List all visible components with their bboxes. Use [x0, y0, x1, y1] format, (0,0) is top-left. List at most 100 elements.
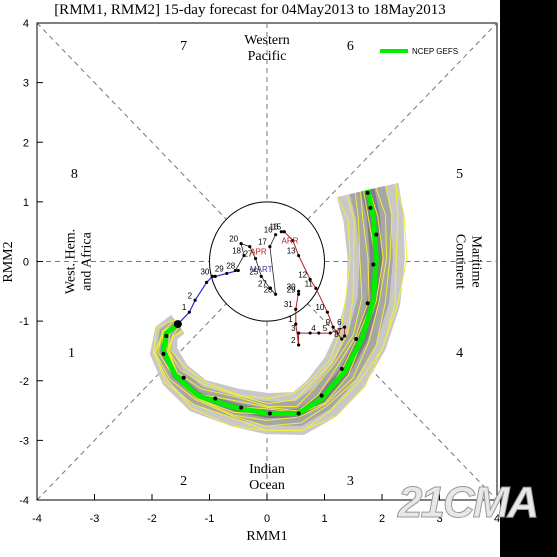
observed-day-label: 18	[232, 247, 241, 256]
diagonal-divider-nw	[36, 22, 228, 221]
observed-day-label: 11	[305, 279, 314, 288]
x-tick-label: 4	[494, 513, 500, 525]
chart-title: [RMM1, RMM2] 15-day forecast for 04May20…	[54, 2, 446, 18]
annotations: ARR APR MART	[250, 237, 299, 275]
observed-day-label: 20	[229, 235, 238, 244]
observed-day-point	[294, 307, 298, 311]
forecast-day-point	[319, 393, 324, 398]
forecast-day-point	[181, 375, 186, 380]
observed-day-label: 8	[334, 330, 339, 339]
x-tick-label: 3	[436, 513, 442, 525]
observed-day-point	[205, 280, 209, 284]
ensemble-member-line	[167, 192, 363, 408]
forecast-day-point	[339, 366, 344, 371]
y-tick-label: -3	[19, 435, 29, 447]
observed-day-label: 9	[326, 318, 331, 327]
observed-day-label: 30	[287, 282, 296, 291]
observed-day-point	[213, 274, 217, 279]
observed-day-point	[239, 242, 243, 246]
phase-label-8: 8	[71, 167, 78, 182]
ensemble-member-line	[152, 183, 408, 431]
observed-day-point	[233, 268, 237, 273]
forecast-day-point	[365, 190, 370, 195]
y-tick-label: 2	[23, 137, 29, 149]
observed-day-label: 17	[258, 238, 267, 247]
x-tick-label: -1	[205, 513, 215, 525]
ensemble-member-line	[167, 194, 355, 405]
phase-label-6: 6	[347, 39, 354, 54]
y-axis-label: RMM2	[1, 241, 16, 282]
observed-day-label: 27	[244, 250, 253, 259]
observed-day-point	[279, 230, 283, 234]
observed-day-point	[210, 274, 214, 279]
observed-day-label: 12	[298, 270, 307, 279]
observed-day-label: 16	[269, 223, 278, 232]
observed-day-label: 31	[284, 300, 293, 309]
observed-day-point	[274, 292, 278, 296]
observed-line-red	[281, 231, 346, 346]
diagonal-divider-ne	[306, 22, 498, 221]
observed-day-point	[193, 298, 197, 302]
diagonal-divider-sw	[36, 302, 228, 501]
observed-day-point	[331, 325, 335, 329]
observed-day-label: 13	[287, 247, 296, 256]
observed-day-label: 25	[249, 267, 258, 276]
observed-day-point	[297, 253, 301, 258]
forecast-day-point	[354, 337, 359, 342]
phase-label-7: 7	[180, 39, 187, 54]
svg-text:Continent: Continent	[453, 234, 468, 289]
observed-day-point	[259, 274, 263, 279]
phase-label-4: 4	[456, 346, 463, 361]
observed-day-label: 28	[226, 261, 235, 270]
observed-day-point	[308, 331, 312, 335]
phase-label-5: 5	[456, 167, 463, 182]
forecast-start-point	[173, 320, 182, 329]
svg-text:Pacific: Pacific	[248, 49, 287, 64]
unit-circle	[209, 201, 325, 322]
observed-day-label: 1	[182, 303, 187, 312]
observed-day-label: 27	[258, 279, 267, 288]
observed-line-black	[235, 234, 276, 295]
observed-day-point	[268, 244, 272, 249]
y-tick-label: 1	[23, 197, 29, 209]
forecast-day-point	[374, 232, 379, 237]
svg-text:Western: Western	[244, 33, 290, 48]
month-annotation: APR	[250, 247, 267, 256]
legend: NCEP GEFS	[380, 47, 458, 56]
observed-day-label: 6	[337, 318, 342, 327]
forecast-day-point	[239, 405, 244, 410]
observed-day-label: 29	[215, 264, 224, 273]
svg-text:Maritime: Maritime	[469, 235, 484, 287]
x-tick-label: -3	[90, 513, 100, 525]
legend-label: NCEP GEFS	[412, 47, 458, 56]
region-label: West. Hem. and Africa	[63, 229, 94, 294]
forecast-day-point	[371, 262, 376, 267]
observed-day-point	[236, 268, 240, 273]
observed-day-label: 3	[291, 324, 296, 333]
observed-day-label: 7	[337, 327, 342, 336]
observed-day-label: 2	[291, 336, 296, 345]
ensemble-member-line	[157, 187, 388, 421]
observed-day-label: 30	[200, 267, 209, 276]
ensemble-member-line	[169, 196, 351, 400]
plume-band	[155, 185, 393, 426]
observed-day-point	[187, 310, 191, 314]
observed-day-label: 10	[315, 303, 324, 312]
x-tick-label: -4	[32, 513, 42, 525]
observed-day-label: 28	[264, 285, 273, 294]
x-tick-label: -2	[147, 513, 157, 525]
observed-day-label: 29	[287, 285, 296, 294]
observed-day-point	[274, 233, 278, 237]
observed-day-label: 5	[323, 324, 328, 333]
observed-day-point	[325, 310, 329, 314]
forecast-day-point	[161, 351, 166, 356]
observed-day-point	[242, 253, 246, 258]
y-tick-label: -4	[19, 495, 29, 507]
x-axis-label: RMM1	[246, 529, 287, 544]
observed-day-point	[308, 277, 312, 281]
